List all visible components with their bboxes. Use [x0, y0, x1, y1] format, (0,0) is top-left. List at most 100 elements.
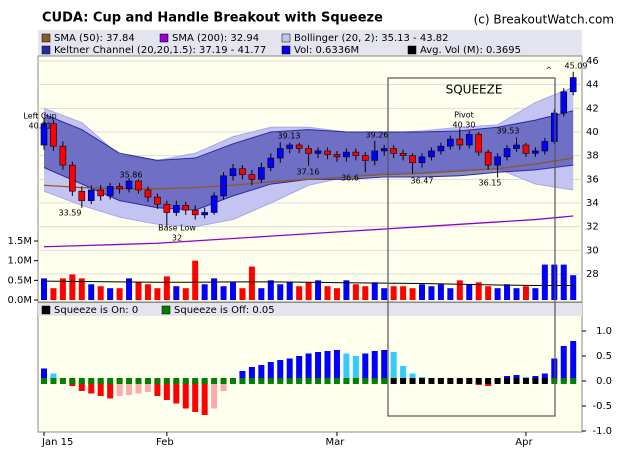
band-upper: [43, 110, 574, 161]
volume-bar: [419, 284, 425, 300]
volume-bar: [154, 288, 161, 300]
squeeze-dot: [97, 378, 104, 384]
candle-body: [248, 174, 256, 180]
y-tick-label: 36: [586, 174, 599, 185]
volume-bar: [428, 286, 435, 300]
volume-bar: [97, 286, 104, 300]
legend-label: Vol: 0.6336M: [294, 45, 359, 56]
squeeze-bar: [107, 381, 114, 399]
y-tick-label: 34: [586, 198, 599, 209]
squeeze-dot: [352, 378, 359, 384]
volume-bar: [333, 288, 340, 300]
squeeze-dot: [277, 378, 284, 384]
candle-body: [229, 168, 237, 177]
squeeze-dot: [494, 378, 501, 384]
squeeze-dot: [230, 378, 236, 384]
annotation: 45.09: [565, 62, 588, 71]
candle-body: [371, 150, 379, 161]
squeeze-dot: [192, 378, 199, 384]
squeeze-bar: [409, 373, 416, 381]
squeeze-dot: [286, 378, 293, 384]
volume-bar: [296, 286, 303, 300]
legend-label: Keltner Channel (20,20,1.5): 37.19 - 41.…: [54, 45, 266, 56]
candle-body: [324, 150, 331, 155]
squeeze-bar: [116, 381, 123, 396]
squeeze-bar: [362, 353, 369, 381]
legend-label: Squeeze is Off: 0.05: [174, 305, 275, 316]
candle-body: [305, 148, 312, 154]
y-tick-label: -1.0: [592, 426, 612, 437]
annotation: 36.6: [341, 174, 359, 183]
candle-body: [276, 148, 284, 159]
squeeze-bar: [570, 341, 577, 381]
candle-body: [144, 189, 152, 198]
volume-bar: [315, 280, 322, 300]
volume-bar: [267, 280, 274, 300]
annotation: Base Low: [158, 224, 196, 233]
legend-swatch: [41, 33, 51, 43]
squeeze-bar: [135, 381, 142, 394]
squeeze-dot: [447, 378, 454, 384]
squeeze-dot: [239, 378, 246, 384]
squeeze-dot: [267, 378, 274, 384]
chart-title: CUDA: Cup and Handle Breakout with Squee…: [42, 11, 383, 26]
legend-label: SMA (200): 32.94: [172, 33, 259, 44]
squeeze-dot: [135, 378, 142, 384]
x-tick-label: Apr: [515, 437, 533, 448]
candle-body: [163, 203, 171, 213]
candle-body: [40, 123, 48, 146]
candle-body: [361, 155, 369, 161]
candle-body: [50, 123, 57, 147]
squeeze-dot: [541, 378, 548, 384]
squeeze-bar: [371, 351, 378, 381]
legend-swatch: [281, 33, 291, 43]
candle-body: [267, 157, 275, 168]
candle-body: [522, 144, 530, 154]
candle-body: [569, 77, 577, 93]
volume-bar: [220, 286, 227, 300]
squeeze-dot: [504, 378, 511, 384]
volume-bar: [513, 288, 520, 300]
candle-body: [258, 167, 265, 180]
squeeze-dot: [381, 378, 388, 384]
y-tick-label: 28: [586, 269, 599, 280]
volume-bar: [201, 284, 208, 300]
candle-body: [390, 148, 397, 154]
candle-body: [560, 91, 568, 114]
volume-bar: [126, 278, 133, 300]
annotation: 35.86: [120, 171, 143, 180]
legend-swatch: [281, 45, 291, 55]
legend-label: SMA (50): 37.84: [54, 33, 135, 44]
squeeze-dot: [296, 378, 303, 384]
candle-body: [399, 153, 407, 156]
squeeze-box: [387, 77, 556, 417]
candle-body: [125, 180, 133, 190]
squeeze-dot: [41, 378, 47, 384]
candle-body: [314, 150, 322, 154]
y-tick-label: 44: [586, 80, 599, 91]
squeeze-dot: [409, 378, 416, 384]
volume-bar: [277, 284, 284, 300]
volume-bar: [211, 278, 218, 300]
candle-body: [106, 186, 114, 197]
volume-bar: [475, 282, 482, 300]
candle-body: [550, 112, 558, 142]
volume-bar: [560, 264, 567, 300]
candle-body: [69, 164, 76, 192]
squeeze-bar: [560, 346, 567, 381]
y-tick-label: 0.0: [596, 376, 612, 387]
annotation: 36.47: [411, 177, 434, 186]
candle-body: [437, 145, 445, 152]
volume-bar: [485, 286, 492, 300]
squeeze-bar: [173, 381, 180, 404]
volume-bar: [88, 284, 95, 300]
squeeze-bar: [324, 351, 331, 381]
volume-bar: [59, 278, 66, 300]
squeeze-bar: [343, 353, 350, 381]
legend-swatch: [41, 305, 51, 315]
squeeze-bar: [192, 381, 199, 412]
squeeze-bar: [381, 350, 388, 381]
volume-bar: [50, 288, 57, 300]
volume-bar: [343, 280, 350, 300]
